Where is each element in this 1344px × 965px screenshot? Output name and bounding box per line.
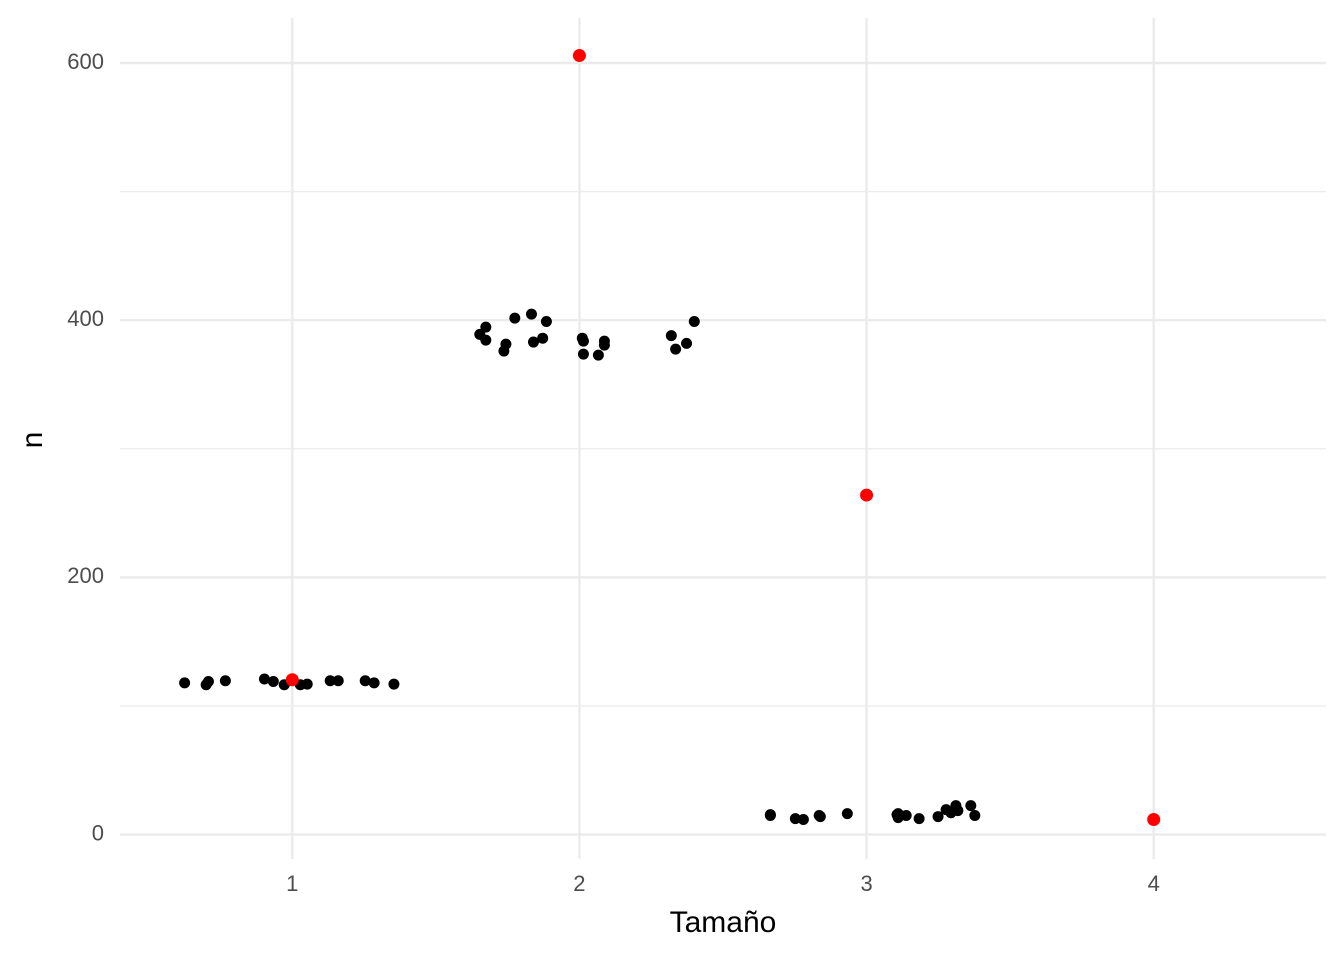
point bbox=[527, 336, 539, 348]
y-tick-label: 0 bbox=[92, 820, 104, 845]
point bbox=[202, 676, 214, 688]
point bbox=[860, 488, 874, 502]
point bbox=[932, 811, 944, 823]
point bbox=[814, 811, 826, 823]
point bbox=[665, 330, 677, 342]
point bbox=[592, 349, 604, 361]
point bbox=[285, 673, 299, 687]
y-tick-label: 400 bbox=[67, 306, 104, 331]
point bbox=[525, 308, 537, 320]
point bbox=[670, 343, 682, 355]
x-tick-label: 4 bbox=[1148, 871, 1160, 896]
point bbox=[500, 338, 512, 350]
point bbox=[219, 675, 231, 687]
point bbox=[900, 810, 912, 822]
point bbox=[841, 808, 853, 820]
x-tick-label: 3 bbox=[860, 871, 872, 896]
y-tick-label: 600 bbox=[67, 49, 104, 74]
x-tick-label: 1 bbox=[286, 871, 298, 896]
point bbox=[537, 332, 549, 344]
point bbox=[789, 813, 801, 825]
point bbox=[332, 675, 344, 687]
point bbox=[324, 675, 336, 687]
point bbox=[572, 49, 586, 63]
x-axis-label: Tamaño bbox=[670, 906, 777, 939]
point bbox=[388, 678, 400, 690]
point bbox=[1147, 813, 1161, 827]
x-tick-label: 2 bbox=[573, 871, 585, 896]
point bbox=[267, 676, 279, 688]
point bbox=[509, 312, 521, 324]
point bbox=[797, 814, 809, 826]
point bbox=[681, 337, 693, 349]
point bbox=[913, 813, 925, 825]
point bbox=[258, 673, 270, 685]
point bbox=[688, 315, 700, 327]
point bbox=[301, 678, 313, 690]
point bbox=[577, 348, 589, 360]
point bbox=[598, 339, 610, 351]
y-axis-label: n bbox=[16, 432, 49, 449]
point bbox=[952, 805, 964, 817]
point bbox=[969, 810, 981, 822]
y-tick-label: 200 bbox=[67, 563, 104, 588]
point bbox=[540, 315, 552, 327]
point bbox=[480, 334, 492, 346]
point bbox=[480, 321, 492, 333]
point bbox=[965, 800, 977, 812]
point bbox=[359, 675, 371, 687]
point bbox=[368, 677, 380, 689]
point bbox=[764, 810, 776, 822]
point bbox=[179, 677, 191, 689]
point bbox=[577, 335, 589, 347]
